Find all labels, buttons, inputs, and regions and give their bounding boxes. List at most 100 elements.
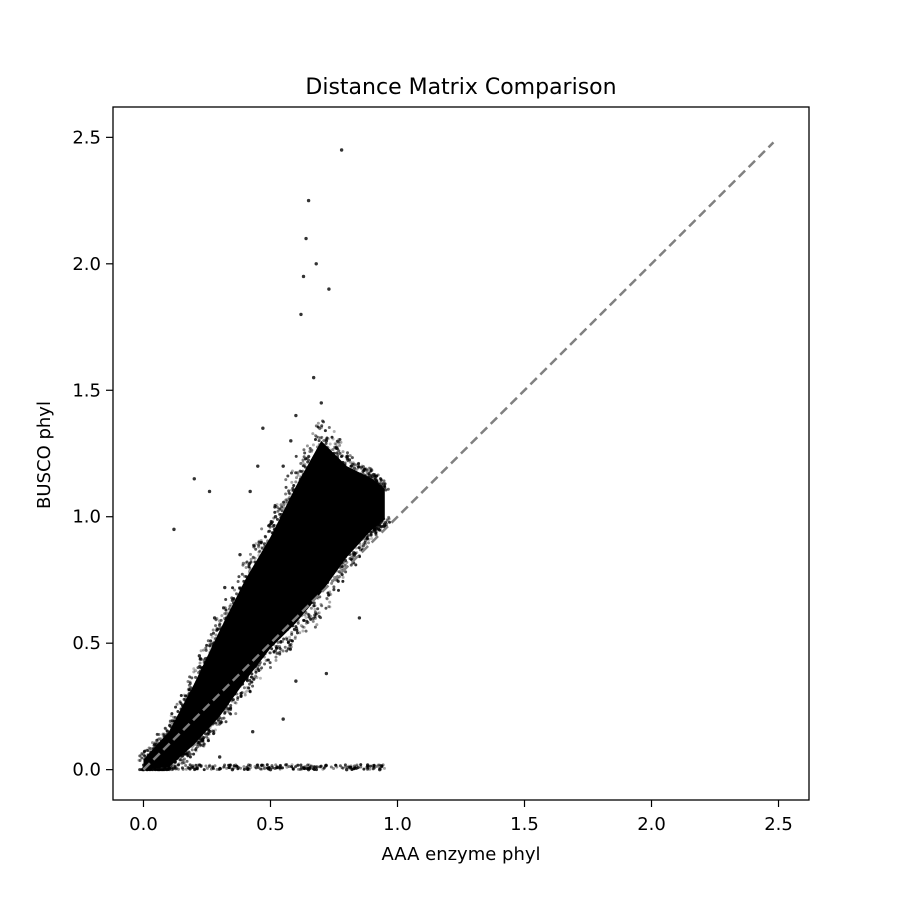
scatter-point bbox=[176, 763, 180, 767]
scatter-point bbox=[149, 767, 153, 771]
scatter-point bbox=[282, 503, 286, 507]
scatter-point bbox=[337, 570, 341, 574]
scatter-point bbox=[219, 625, 223, 629]
scatter-point bbox=[339, 455, 343, 459]
scatter-point bbox=[268, 552, 273, 557]
scatter-point bbox=[351, 463, 355, 467]
scatter-point bbox=[220, 709, 224, 713]
scatter-point bbox=[305, 444, 309, 448]
scatter-point bbox=[229, 602, 233, 606]
scatter-point bbox=[311, 619, 315, 623]
scatter-point bbox=[353, 552, 357, 556]
scatter-point bbox=[182, 752, 186, 756]
scatter-point bbox=[256, 667, 260, 671]
scatter-point bbox=[239, 766, 243, 770]
scatter-point bbox=[262, 542, 266, 546]
scatter-point bbox=[210, 635, 214, 639]
scatter-point bbox=[236, 601, 240, 605]
scatter-point bbox=[180, 766, 184, 770]
scatter-point bbox=[373, 531, 377, 535]
scatter-point bbox=[221, 702, 225, 706]
scatter-point bbox=[217, 712, 221, 716]
scatter-point bbox=[187, 688, 191, 692]
scatter-point bbox=[239, 594, 243, 598]
scatter-point bbox=[320, 577, 324, 581]
scatter-point bbox=[204, 764, 208, 768]
scatter-point bbox=[324, 441, 328, 445]
scatter-point bbox=[366, 533, 370, 537]
scatter-point bbox=[202, 768, 206, 772]
scatter-point bbox=[291, 612, 295, 616]
y-tick-label: 0.0 bbox=[72, 760, 101, 781]
scatter-point bbox=[327, 287, 331, 291]
scatter-point bbox=[196, 742, 200, 746]
scatter-point bbox=[275, 766, 279, 770]
point-cloud bbox=[137, 419, 392, 772]
scatter-point bbox=[254, 766, 258, 770]
scatter-point bbox=[295, 631, 299, 635]
scatter-point bbox=[237, 680, 241, 684]
scatter-point bbox=[211, 646, 215, 650]
scatter-point bbox=[217, 722, 221, 726]
scatter-point bbox=[359, 466, 363, 470]
scatter-point bbox=[359, 548, 363, 552]
scatter-point bbox=[258, 661, 262, 665]
scatter-point bbox=[320, 424, 324, 428]
scatter-point bbox=[172, 527, 176, 532]
scatter-point bbox=[325, 597, 329, 601]
scatter-point bbox=[203, 660, 207, 664]
scatter-point bbox=[311, 587, 315, 591]
x-tick-label: 0.5 bbox=[256, 814, 285, 835]
scatter-point bbox=[314, 262, 318, 266]
scatter-point bbox=[279, 640, 283, 644]
scatter-point bbox=[196, 740, 200, 744]
scatter-point bbox=[278, 627, 282, 631]
scatter-point bbox=[291, 624, 295, 628]
scatter-point bbox=[219, 618, 223, 622]
scatter-point bbox=[297, 481, 301, 485]
scatter-point bbox=[337, 449, 341, 453]
scatter-point bbox=[331, 437, 335, 441]
scatter-point bbox=[339, 463, 343, 467]
scatter-point bbox=[181, 745, 185, 749]
scatter-point bbox=[360, 489, 364, 494]
scatter-point bbox=[280, 509, 284, 513]
scatter-point bbox=[382, 766, 386, 770]
scatter-point bbox=[267, 524, 271, 528]
scatter-point bbox=[236, 604, 240, 608]
scatter-point bbox=[220, 614, 224, 618]
scatter-point bbox=[327, 576, 331, 580]
scatter-point bbox=[239, 691, 243, 695]
scatter-point bbox=[183, 749, 187, 753]
scatter-point bbox=[187, 692, 191, 696]
scatter-point bbox=[315, 452, 319, 456]
scatter-point bbox=[252, 545, 256, 549]
scatter-point bbox=[344, 468, 348, 472]
scatter-point bbox=[373, 473, 377, 477]
scatter-point bbox=[367, 529, 371, 533]
scatter-point bbox=[243, 691, 247, 695]
scatter-point bbox=[212, 732, 216, 736]
scatter-point bbox=[263, 652, 267, 656]
scatter-point bbox=[326, 451, 330, 455]
scatter-point bbox=[357, 465, 361, 469]
scatter-point bbox=[239, 682, 243, 686]
scatter-point bbox=[252, 569, 256, 573]
scatter-point bbox=[146, 755, 150, 759]
scatter-point bbox=[301, 458, 305, 462]
scatter-point bbox=[256, 562, 260, 566]
scatter-point bbox=[382, 479, 386, 483]
scatter-point bbox=[204, 648, 208, 652]
scatter-point bbox=[205, 687, 209, 691]
scatter-point bbox=[248, 678, 252, 682]
scatter-point bbox=[300, 613, 304, 617]
scatter-point bbox=[279, 525, 283, 529]
scatter-point bbox=[194, 763, 198, 767]
scatter-point bbox=[288, 508, 292, 512]
scatter-point bbox=[201, 672, 205, 676]
scatter-point bbox=[362, 542, 366, 546]
scatter-point bbox=[348, 454, 352, 458]
scatter-point bbox=[285, 649, 289, 653]
scatter-point bbox=[213, 637, 217, 641]
scatter-point bbox=[340, 573, 344, 577]
